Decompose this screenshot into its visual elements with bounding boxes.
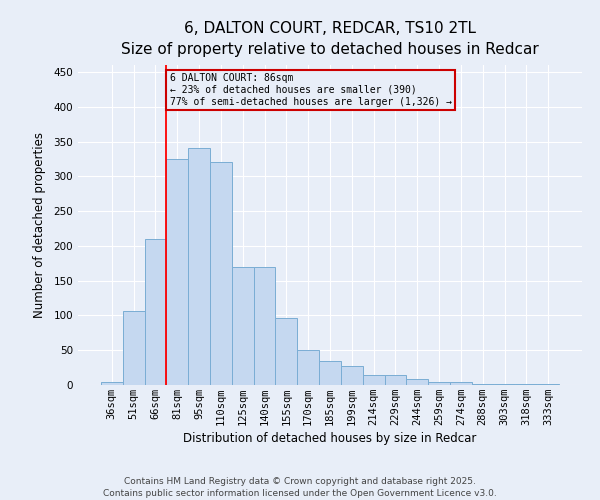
Bar [166, 159, 188, 385]
X-axis label: Distribution of detached houses by size in Redcar: Distribution of detached houses by size … [184, 432, 476, 445]
Bar [472, 384, 494, 385]
Bar [515, 384, 537, 385]
Bar [494, 384, 515, 385]
Title: 6, DALTON COURT, REDCAR, TS10 2TL
Size of property relative to detached houses i: 6, DALTON COURT, REDCAR, TS10 2TL Size o… [121, 21, 539, 57]
Bar [210, 162, 232, 385]
Bar [450, 382, 472, 385]
Bar [341, 366, 363, 385]
Y-axis label: Number of detached properties: Number of detached properties [34, 132, 46, 318]
Bar [319, 360, 341, 385]
Bar [297, 350, 319, 385]
Bar [406, 380, 428, 385]
Bar [145, 239, 166, 385]
Bar [232, 266, 254, 385]
Bar [188, 148, 210, 385]
Text: Contains HM Land Registry data © Crown copyright and database right 2025.
Contai: Contains HM Land Registry data © Crown c… [103, 476, 497, 498]
Bar [385, 376, 406, 385]
Text: 6 DALTON COURT: 86sqm
← 23% of detached houses are smaller (390)
77% of semi-det: 6 DALTON COURT: 86sqm ← 23% of detached … [170, 74, 452, 106]
Bar [101, 382, 123, 385]
Bar [254, 266, 275, 385]
Bar [275, 318, 297, 385]
Bar [537, 384, 559, 385]
Bar [428, 382, 450, 385]
Bar [363, 376, 385, 385]
Bar [123, 310, 145, 385]
